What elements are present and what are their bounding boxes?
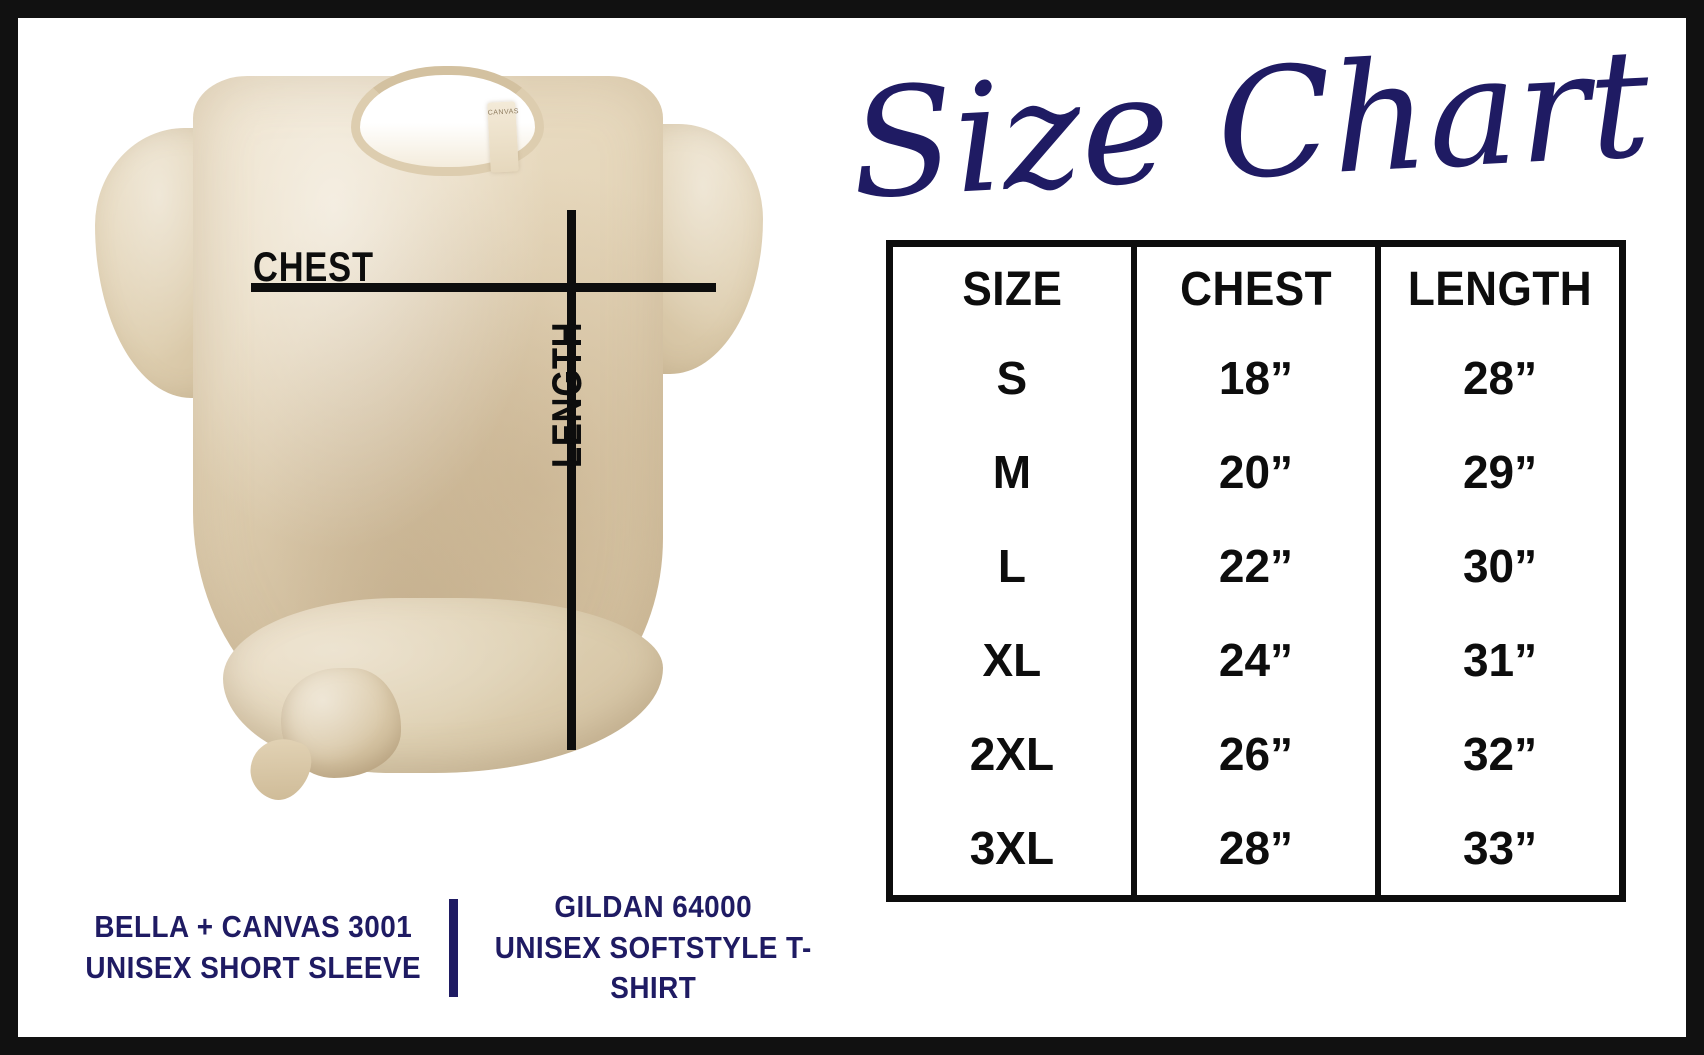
chest-measure-label: CHEST: [253, 243, 374, 290]
brand-block-left: BELLA + CANVAS 3001 UNISEX SHORT SLEEVE: [58, 907, 449, 989]
size-chart-table: SIZE CHEST LENGTH S 18” 28” M 20” 29”: [886, 240, 1626, 902]
cell-chest: 24”: [1130, 613, 1379, 707]
cell-length: 31”: [1375, 613, 1623, 707]
page-title: Size Chart: [838, 18, 1668, 236]
brand-tag-label: CANVAS: [487, 108, 520, 117]
cell-size: XL: [982, 634, 1042, 686]
cell-chest: 26”: [1130, 707, 1379, 801]
svg-text:Size Chart: Size Chart: [847, 36, 1655, 233]
cell-size: S: [996, 352, 1028, 404]
brand-left-line1: BELLA + CANVAS 3001: [94, 909, 413, 945]
brand-right-line2: UNISEX SOFTSTYLE T-SHIRT: [494, 929, 812, 1006]
cell-size: 3XL: [969, 822, 1055, 874]
cell-size: M: [992, 446, 1032, 498]
cell-chest: 28”: [1130, 801, 1379, 899]
table-header-row: SIZE CHEST LENGTH: [890, 243, 1623, 331]
cell-length: 28”: [1375, 331, 1623, 425]
length-measure-line: [567, 210, 576, 750]
brand-left-line2: UNISEX SHORT SLEEVE: [85, 950, 422, 985]
column-header-size: SIZE: [961, 262, 1062, 316]
poster-canvas: CANVAS CHEST LENGTH Size Chart SIZE: [18, 18, 1686, 1037]
cell-length: 32”: [1375, 707, 1623, 801]
cell-size: L: [997, 540, 1026, 592]
cell-chest: 22”: [1130, 519, 1379, 613]
size-chart-pane: Size Chart SIZE CHEST LENGTH S 18”: [847, 18, 1686, 1037]
cell-length: 30”: [1375, 519, 1623, 613]
column-header-chest: CHEST: [1140, 243, 1369, 331]
table-row: L 22” 30”: [890, 519, 1623, 613]
cell-chest: 18”: [1130, 331, 1379, 425]
shirt-diagram-pane: CANVAS CHEST LENGTH: [18, 18, 848, 1037]
cell-length: 33”: [1375, 801, 1623, 899]
cell-size: 2XL: [969, 728, 1055, 780]
column-header-length: LENGTH: [1385, 243, 1613, 331]
table-row: XL 24” 31”: [890, 613, 1623, 707]
brand-tag-icon: CANVAS: [487, 101, 520, 173]
table-row: 2XL 26” 32”: [890, 707, 1623, 801]
footer-divider: [448, 899, 458, 997]
table-row: S 18” 28”: [890, 331, 1623, 425]
length-measure-label: LENGTH: [543, 321, 590, 468]
chest-measure-line: [251, 283, 716, 292]
cell-length: 29”: [1375, 425, 1623, 519]
table-row: 3XL 28” 33”: [890, 801, 1623, 899]
brand-block-right: GILDAN 64000 UNISEX SOFTSTYLE T-SHIRT: [458, 887, 849, 1010]
table-row: M 20” 29”: [890, 425, 1623, 519]
brand-right-line1: GILDAN 64000: [553, 888, 752, 924]
cell-chest: 20”: [1130, 425, 1379, 519]
brand-footer: BELLA + CANVAS 3001 UNISEX SHORT SLEEVE …: [58, 883, 848, 1013]
tshirt-image: CANVAS CHEST LENGTH: [73, 38, 783, 808]
